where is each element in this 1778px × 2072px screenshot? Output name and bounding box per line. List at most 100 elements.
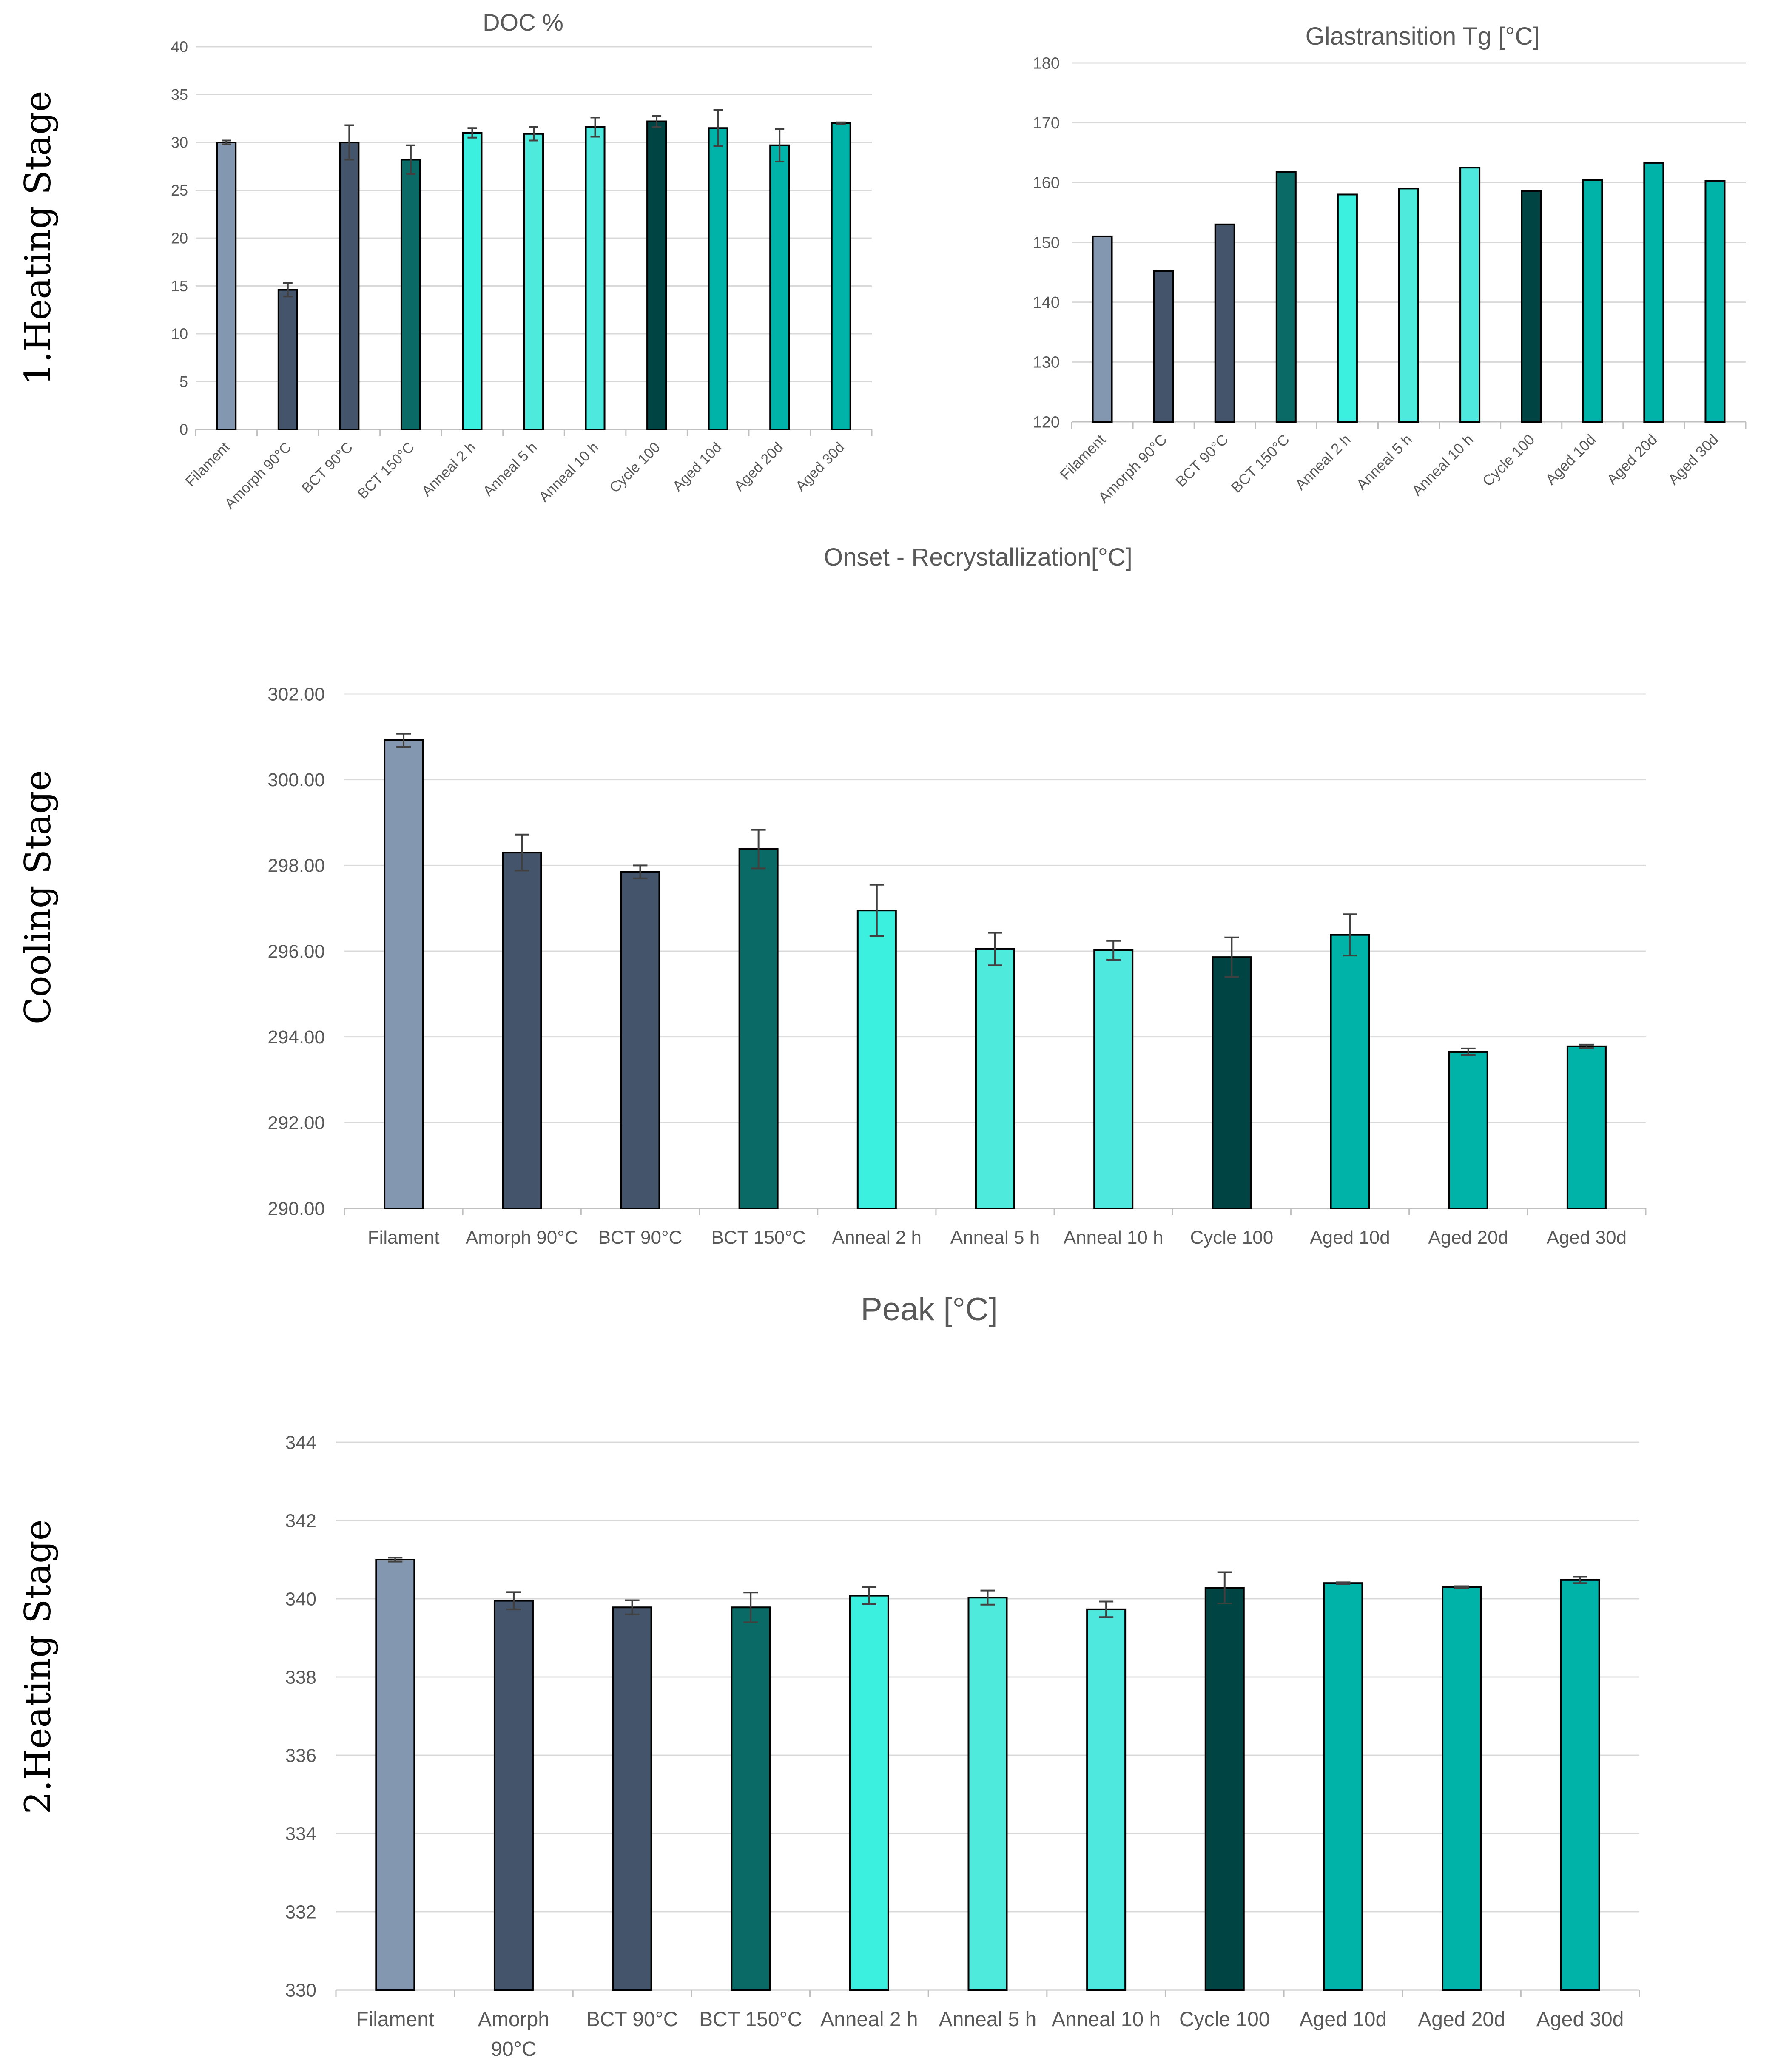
y-tick-label: 170 xyxy=(1033,114,1060,132)
y-tick-label: 342 xyxy=(285,1510,316,1531)
x-tick-label: Anneal 2 h xyxy=(418,439,479,500)
x-tick-label: Aged 30d xyxy=(1547,1227,1627,1248)
chart-title: Glastransition Tg [°C] xyxy=(1306,23,1540,50)
x-tick-label: Anneal 10 h xyxy=(1409,431,1477,499)
x-tick-label: Aged 30d xyxy=(1665,431,1722,488)
y-tick-label: 5 xyxy=(179,373,188,390)
bar-amorph-90-c xyxy=(1153,270,1174,423)
bar-anneal-10-h xyxy=(585,126,606,430)
y-tick-label: 340 xyxy=(285,1589,316,1609)
x-tick-label: Aged 20d xyxy=(1604,431,1661,488)
x-tick-label: Cycle 100 xyxy=(1179,2008,1270,2031)
bar-bct-150-c xyxy=(1275,171,1297,423)
x-tick-label: Aged 10d xyxy=(1300,2008,1387,2031)
bar-anneal-5-h xyxy=(523,133,544,430)
y-tick-label: 30 xyxy=(171,134,188,151)
y-tick-label: 0 xyxy=(179,421,188,438)
x-tick-label: Anneal 2 h xyxy=(1292,431,1354,493)
chart-title: DOC % xyxy=(483,9,563,36)
x-tick-label: Aged 10d xyxy=(669,439,725,495)
x-tick-label: BCT 150°C xyxy=(1228,431,1293,496)
stage-label-heating-1: 1.Heating Stage xyxy=(17,91,59,385)
bar-aged-30d xyxy=(1560,1579,1600,1991)
bar-anneal-2-h xyxy=(462,132,483,430)
bar-aged-10d xyxy=(1582,179,1603,423)
bar-filament xyxy=(375,1559,415,1991)
x-tick-label: Aged 10d xyxy=(1542,431,1599,488)
bar-aged-10d xyxy=(1323,1582,1363,1991)
bar-anneal-2-h xyxy=(856,910,897,1209)
bar-aged-20d xyxy=(1442,1586,1482,1991)
bar-aged-20d xyxy=(1448,1051,1488,1209)
bar-bct-90-c xyxy=(1214,223,1235,423)
x-tick-label: Filament xyxy=(1057,431,1109,483)
bar-aged-20d xyxy=(1643,162,1664,423)
y-tick-label: 140 xyxy=(1033,294,1060,312)
x-tick-label: Anneal 5 h xyxy=(480,439,541,500)
bar-filament xyxy=(1092,235,1113,423)
y-tick-label: 294.00 xyxy=(267,1027,325,1048)
bar-cycle-100 xyxy=(1212,956,1252,1210)
y-tick-label: 302.00 xyxy=(267,684,325,705)
bar-aged-30d xyxy=(1704,180,1726,423)
x-tick-label: BCT 90°C xyxy=(598,1227,683,1248)
bar-aged-10d xyxy=(708,127,728,430)
bar-bct-150-c xyxy=(738,848,779,1210)
bar-anneal-2-h xyxy=(1337,193,1358,423)
y-tick-label: 120 xyxy=(1033,413,1060,431)
x-tick-label: Cycle 100 xyxy=(1190,1227,1274,1248)
bar-aged-20d xyxy=(769,144,790,430)
x-tick-label: BCT 150°C xyxy=(711,1227,806,1248)
x-tick-label: Aged 20d xyxy=(1418,2008,1505,2031)
y-tick-label: 130 xyxy=(1033,354,1060,372)
x-tick-label: Amorph 90°C xyxy=(466,1227,578,1248)
y-tick-label: 292.00 xyxy=(267,1113,325,1134)
y-tick-label: 334 xyxy=(285,1823,316,1844)
bar-bct-90-c xyxy=(339,142,360,430)
chart-title: Onset - Recrystallization[°C] xyxy=(824,543,1132,571)
bar-cycle-100 xyxy=(1521,190,1542,423)
bar-cycle-100 xyxy=(1204,1587,1245,1991)
y-tick-label: 180 xyxy=(1033,54,1060,72)
x-tick-label: BCT 150°C xyxy=(699,2008,802,2031)
bar-anneal-5-h xyxy=(1398,188,1419,423)
x-tick-label: Aged 20d xyxy=(1428,1227,1508,1248)
x-tick-label: Anneal 5 h xyxy=(950,1227,1040,1248)
y-tick-label: 332 xyxy=(285,1901,316,1922)
y-tick-label: 300.00 xyxy=(267,770,325,790)
bar-bct-150-c xyxy=(731,1606,771,1991)
bar-aged-10d xyxy=(1330,934,1370,1209)
bar-amorph-90-c xyxy=(502,852,542,1210)
bar-filament xyxy=(216,142,237,430)
x-tick-label: Filament xyxy=(356,2008,434,2031)
x-tick-label: BCT 90°C xyxy=(1172,431,1232,490)
chart-tg: Glastransition Tg [°C] 120 130 140 150 160 170… xyxy=(1033,23,1747,506)
chart-title: Peak [°C] xyxy=(861,1291,998,1327)
y-tick-label: 344 xyxy=(285,1432,316,1453)
bar-bct-90-c xyxy=(620,871,660,1209)
bar-amorph-90-c xyxy=(277,289,298,430)
y-tick-label: 160 xyxy=(1033,174,1060,192)
x-tick-label: Filament xyxy=(182,439,233,489)
bar-anneal-5-h xyxy=(967,1597,1008,1991)
y-tick-label: 338 xyxy=(285,1667,316,1688)
x-tick-label: BCT 90°C xyxy=(586,2008,678,2031)
x-tick-label: BCT 90°C xyxy=(299,439,356,497)
x-tick-label: Anneal 2 h xyxy=(820,2008,918,2031)
y-tick-label: 25 xyxy=(171,182,188,199)
bar-bct-150-c xyxy=(400,159,421,430)
y-tick-label: 35 xyxy=(171,86,188,103)
bar-bct-90-c xyxy=(612,1606,652,1991)
x-tick-label: Cycle 100 xyxy=(606,439,663,496)
x-tick-label: Aged 30d xyxy=(1536,2008,1624,2031)
bar-cycle-100 xyxy=(646,120,667,430)
y-tick-label: 290.00 xyxy=(267,1198,325,1219)
bar-aged-30d xyxy=(831,122,851,430)
y-tick-label: 330 xyxy=(285,1980,316,2001)
y-tick-label: 298.00 xyxy=(267,856,325,876)
x-tick-label: Aged 20d xyxy=(731,439,786,495)
y-tick-label: 150 xyxy=(1033,234,1060,252)
x-tick-label: BCT 150°C xyxy=(354,439,417,502)
y-tick-label: 15 xyxy=(171,277,188,295)
